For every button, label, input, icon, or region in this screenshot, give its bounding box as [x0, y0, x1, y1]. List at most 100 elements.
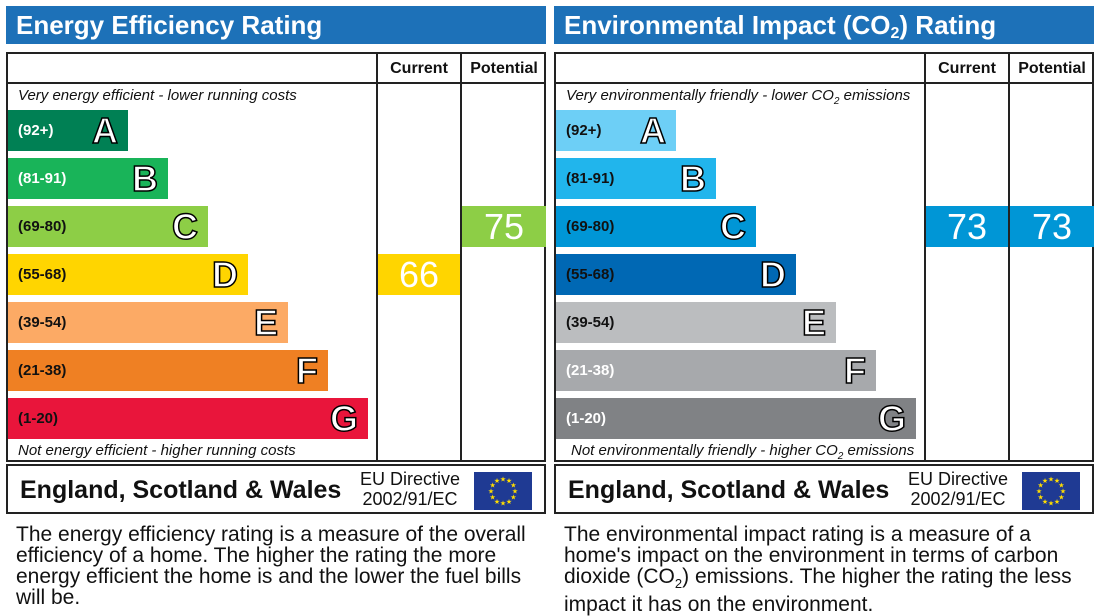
band-letter: C	[171, 205, 199, 248]
band-g: (1-20) G	[556, 397, 916, 440]
band-range-label: (21-38)	[18, 362, 67, 379]
band-letter: E	[801, 301, 827, 344]
svg-text:★: ★	[1058, 482, 1064, 490]
environmental-impact-panel: Environmental Impact (CO2) Rating Curren…	[554, 6, 1094, 615]
band-range-label: (55-68)	[566, 266, 615, 283]
energy-footer: England, Scotland & Wales EU Directive 2…	[6, 464, 546, 514]
band-c: (69-80) C	[8, 205, 208, 248]
band-letter: A	[91, 109, 119, 152]
energy-panel-title: Energy Efficiency Rating	[6, 6, 546, 44]
note-part: emissions	[839, 87, 911, 104]
eu-directive-line2: 2002/91/EC	[910, 489, 1006, 509]
desc-subscript: 2	[674, 576, 683, 592]
svg-text:★: ★	[489, 494, 495, 502]
potential-rating-marker: 73	[1010, 206, 1094, 247]
desc-part: The environmental impact rating is a mea…	[564, 523, 1059, 588]
svg-text:★: ★	[1037, 482, 1043, 490]
svg-text:★: ★	[1048, 476, 1054, 484]
current-column-header: Current	[390, 60, 448, 77]
env-panel-title: Environmental Impact (CO2) Rating	[554, 6, 1094, 44]
potential-column-header: Potential	[1018, 60, 1086, 77]
band-letter: G	[329, 397, 359, 440]
band-letter: D	[211, 253, 239, 296]
eu-directive: EU Directive 2002/91/EC	[360, 469, 460, 509]
svg-text:★: ★	[510, 482, 516, 490]
svg-text:★: ★	[506, 477, 512, 485]
svg-text:★: ★	[488, 488, 494, 496]
eu-directive-line1: EU Directive	[360, 469, 461, 489]
svg-text:★: ★	[489, 482, 495, 490]
potential-rating-marker: 75	[462, 206, 546, 247]
env-description: The environmental impact rating is a mea…	[564, 524, 1089, 615]
band-b: (81-91) B	[8, 157, 168, 200]
svg-text:★: ★	[1054, 477, 1060, 485]
energy-chart: Current Potential Very energy efficient …	[6, 52, 546, 462]
title-part: ) Rating	[899, 10, 997, 40]
band-letter: D	[759, 253, 787, 296]
eu-flag-icon: ★ ★★★★★★★★★★★	[474, 472, 532, 510]
note-subscript: 2	[833, 96, 840, 107]
band-letter: B	[131, 157, 159, 200]
note-part: Not environmentally friendly - higher CO	[571, 442, 838, 459]
energy-efficiency-panel: Energy Efficiency Rating Current Potenti…	[6, 6, 546, 609]
region-label: England, Scotland & Wales	[568, 476, 890, 504]
svg-text:★: ★	[510, 494, 516, 502]
band-range-label: (81-91)	[18, 170, 67, 187]
band-letter: E	[253, 301, 279, 344]
band-letter: B	[679, 157, 707, 200]
note-subscript: 2	[837, 451, 844, 462]
svg-text:★: ★	[494, 477, 500, 485]
band-range-label: (21-38)	[566, 362, 615, 379]
band-range-label: (39-54)	[566, 314, 615, 331]
current-column-header: Current	[938, 60, 996, 77]
band-b: (81-91) B	[556, 157, 716, 200]
band-f: (21-38) F	[8, 349, 328, 392]
band-e: (39-54) E	[556, 301, 836, 344]
svg-text:★: ★	[500, 500, 506, 508]
divider	[460, 54, 462, 460]
band-range-label: (81-91)	[566, 170, 615, 187]
svg-text:★: ★	[1036, 488, 1042, 496]
divider	[8, 82, 544, 84]
divider	[376, 54, 378, 460]
current-rating-marker: 73	[926, 206, 1008, 247]
svg-text:★: ★	[506, 498, 512, 506]
band-range-label: (69-80)	[566, 218, 615, 235]
region-label: England, Scotland & Wales	[20, 476, 342, 504]
svg-text:★: ★	[1054, 498, 1060, 506]
band-f: (21-38) F	[556, 349, 876, 392]
band-g: (1-20) G	[8, 397, 368, 440]
bottom-note: Not energy efficient - higher running co…	[18, 442, 296, 459]
band-range-label: (39-54)	[18, 314, 67, 331]
svg-text:★: ★	[1037, 494, 1043, 502]
title-subscript: 2	[890, 25, 900, 42]
title-part: Environmental Impact (CO	[564, 10, 891, 40]
svg-text:★: ★	[1042, 498, 1048, 506]
band-range-label: (1-20)	[566, 410, 607, 427]
bottom-note: Not environmentally friendly - higher CO…	[571, 442, 914, 462]
eu-directive-line1: EU Directive	[908, 469, 1009, 489]
band-d: (55-68) D	[556, 253, 796, 296]
svg-text:★: ★	[1058, 494, 1064, 502]
band-range-label: (55-68)	[18, 266, 67, 283]
band-range-label: (69-80)	[18, 218, 67, 235]
note-part: Very environmentally friendly - lower CO	[566, 87, 834, 104]
svg-text:★: ★	[500, 476, 506, 484]
band-letter: F	[843, 349, 867, 392]
band-range-label: (92+)	[18, 122, 54, 139]
eu-directive-line2: 2002/91/EC	[362, 489, 458, 509]
divider	[924, 54, 926, 460]
divider	[1008, 54, 1010, 460]
svg-text:★: ★	[512, 488, 518, 496]
band-range-label: (92+)	[566, 122, 602, 139]
divider	[556, 82, 1092, 84]
eu-flag-icon: ★ ★★★★★★★★★★★	[1022, 472, 1080, 510]
top-note: Very energy efficient - lower running co…	[18, 87, 297, 104]
energy-description: The energy efficiency rating is a measur…	[16, 523, 526, 609]
band-letter: F	[295, 349, 319, 392]
band-letter: C	[719, 205, 747, 248]
potential-column-header: Potential	[470, 60, 538, 77]
band-d: (55-68) D	[8, 253, 248, 296]
top-note: Very environmentally friendly - lower CO…	[566, 87, 910, 107]
svg-text:★: ★	[1048, 500, 1054, 508]
